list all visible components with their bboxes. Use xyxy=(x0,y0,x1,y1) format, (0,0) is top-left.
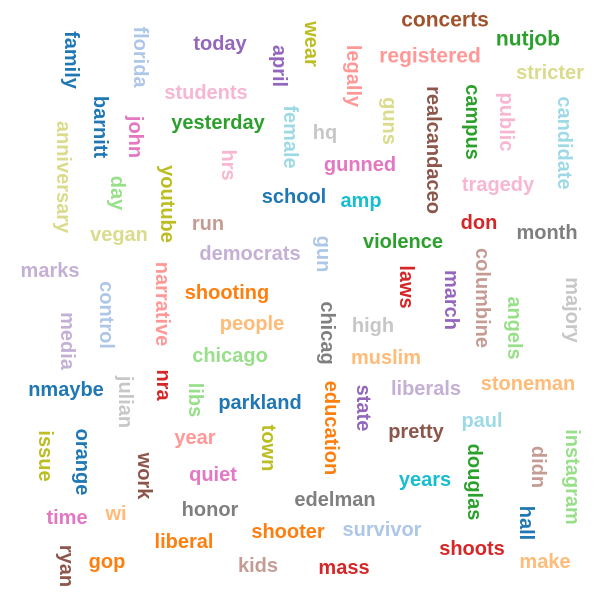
word-amp: amp xyxy=(340,190,382,212)
word-paul: paul xyxy=(461,410,503,432)
word-anniversary: anniversary xyxy=(52,120,74,234)
word-vegan: vegan xyxy=(90,224,148,246)
word-candidate: candidate xyxy=(553,96,575,190)
word-muslim: muslim xyxy=(350,347,422,369)
word-douglas: douglas xyxy=(463,443,485,521)
word-stoneman: stoneman xyxy=(480,373,576,395)
word-hrs: hrs xyxy=(217,149,239,181)
word-chicago: chicago xyxy=(192,345,268,367)
word-town: town xyxy=(257,424,279,472)
word-march: march xyxy=(440,269,462,331)
word-instagram: instagram xyxy=(561,429,583,525)
word-april: april xyxy=(268,44,290,88)
word-florida: florida xyxy=(129,26,151,88)
word-wear: wear xyxy=(300,21,322,67)
word-nutjob: nutjob xyxy=(495,27,561,51)
word-edelman: edelman xyxy=(294,489,376,511)
word-honor: honor xyxy=(181,499,239,521)
word-gun: gun xyxy=(312,235,334,273)
word-gop: gop xyxy=(88,551,126,573)
word-didn: didn xyxy=(527,445,549,489)
word-issue: issue xyxy=(34,430,56,482)
word-stricter: stricter xyxy=(516,62,584,84)
word-pretty: pretty xyxy=(388,421,444,443)
word-survivor: survivor xyxy=(342,519,422,541)
word-barnitt: barnitt xyxy=(89,95,111,159)
word-john: john xyxy=(124,115,146,159)
word-time: time xyxy=(46,507,88,529)
word-school: school xyxy=(261,186,327,208)
word-media: media xyxy=(56,312,78,370)
word-education: education xyxy=(320,380,342,476)
word-control: control xyxy=(95,281,117,349)
word-state: state xyxy=(352,384,374,432)
word-columbine: columbine xyxy=(471,247,493,349)
word-campus: campus xyxy=(461,84,483,160)
word-youtube: youtube xyxy=(156,165,178,243)
word-parkland: parkland xyxy=(218,392,302,414)
word-violence: violence xyxy=(362,231,444,253)
word-people: people xyxy=(219,313,285,335)
word-guns: guns xyxy=(378,97,400,145)
word-kids: kids xyxy=(237,555,279,577)
word-run: run xyxy=(191,213,225,235)
word-female: female xyxy=(279,105,301,169)
word-tragedy: tragedy xyxy=(461,174,535,196)
word-registered: registered xyxy=(379,44,481,68)
word-angels: angels xyxy=(503,296,525,360)
word-nra: nra xyxy=(152,369,174,401)
word-marks: marks xyxy=(20,260,80,282)
word-today: today xyxy=(193,33,247,55)
word-realcandaceo: realcandaceo xyxy=(422,86,444,214)
word-chicag: chicag xyxy=(316,301,338,365)
word-work: work xyxy=(133,452,155,500)
word-liberals: liberals xyxy=(390,378,462,400)
word-day: day xyxy=(106,175,128,211)
word-shooting: shooting xyxy=(184,282,270,304)
word-liberal: liberal xyxy=(154,531,214,553)
word-mass: mass xyxy=(318,557,370,579)
word-orange: orange xyxy=(71,428,93,496)
word-ryan: ryan xyxy=(55,544,77,588)
word-hall: hall xyxy=(515,505,537,541)
word-public: public xyxy=(495,92,517,152)
word-month: month xyxy=(516,222,578,244)
word-shoots: shoots xyxy=(439,538,505,560)
word-democrats: democrats xyxy=(199,243,301,265)
word-make: make xyxy=(519,551,571,573)
word-concerts: concerts xyxy=(401,8,489,32)
word-gunned: gunned xyxy=(323,154,397,176)
word-hq: hq xyxy=(312,122,338,144)
word-wi: wi xyxy=(105,503,127,525)
word-laws: laws xyxy=(395,265,417,309)
word-majory: majory xyxy=(561,277,583,343)
word-legally: legally xyxy=(342,44,364,108)
word-years: years xyxy=(398,469,452,491)
word-quiet: quiet xyxy=(189,464,237,486)
word-year: year xyxy=(174,427,216,449)
word-shooter: shooter xyxy=(251,521,325,543)
word-high: high xyxy=(351,315,395,337)
word-narrative: narrative xyxy=(151,261,173,347)
word-nmaybe: nmaybe xyxy=(28,379,104,401)
word-family: family xyxy=(60,31,82,89)
word-students: students xyxy=(164,82,248,104)
word-yesterday: yesterday xyxy=(171,112,265,134)
word-don: don xyxy=(460,212,498,234)
word-libs: libs xyxy=(184,382,206,418)
word-julian: julian xyxy=(114,375,136,429)
